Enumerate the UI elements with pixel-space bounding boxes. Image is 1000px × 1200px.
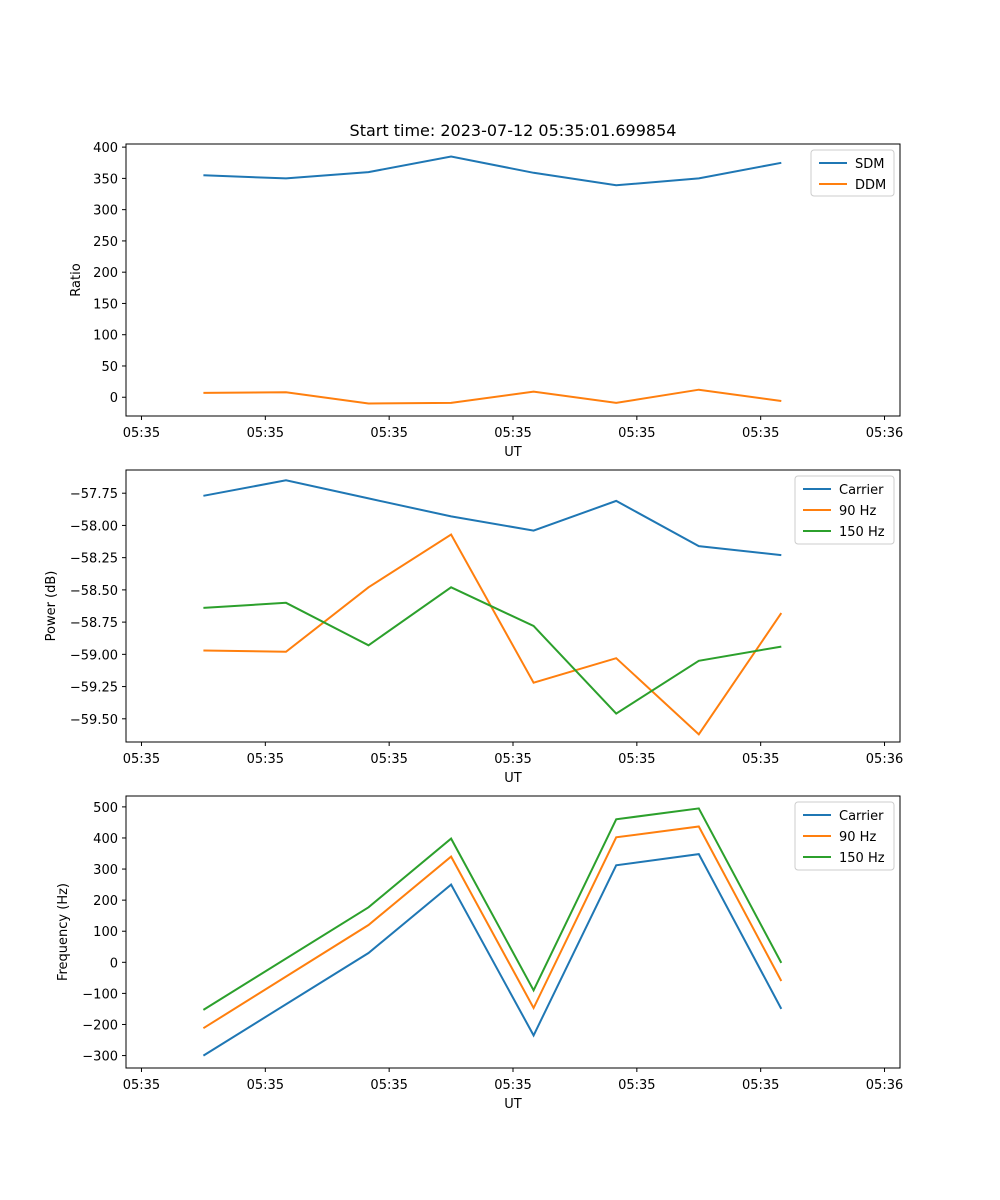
axes-frame: [125, 795, 901, 1069]
y-axis-label: Ratio: [69, 263, 84, 296]
x-tick-label: 05:35: [494, 752, 531, 767]
x-axis-label: UT: [504, 445, 522, 460]
x-tick-label: 05:35: [247, 752, 284, 767]
x-tick-label: 05:35: [370, 752, 407, 767]
frequency-subplot: 05:35 05:35 05:35 05:35 05:35 05:35 05:36 −300 −…: [56, 795, 903, 1112]
x-tick-label: 05:35: [742, 1078, 779, 1093]
y-tick-label: 300: [93, 863, 118, 878]
y-tick-label: 100: [93, 329, 118, 344]
y-tick-label: 50: [101, 360, 118, 375]
x-tick-label: 05:35: [618, 1078, 655, 1093]
y-tick-label: 350: [93, 172, 118, 187]
x-tick-label: 05:36: [866, 752, 903, 767]
y-tick-label: −200: [82, 1018, 118, 1033]
y-tick-label: 200: [93, 266, 118, 281]
legend-label: SDM: [855, 157, 884, 172]
legend: SDM DDM: [810, 149, 895, 197]
series-line-sdm: [203, 155, 782, 187]
series-line-carrier: [202, 853, 783, 1057]
y-tick-label: 500: [93, 801, 118, 816]
x-tick-label: 05:35: [494, 426, 531, 441]
legend-label: 150 Hz: [839, 525, 885, 540]
legend-label: Carrier: [839, 483, 884, 498]
y-tick-label: −59.25: [70, 681, 118, 696]
series-line-ddm: [203, 388, 782, 405]
series-line-150-hz: [203, 586, 782, 715]
legend-label: 150 Hz: [839, 851, 885, 866]
ratio-subplot: Start time: 2023-07-12 05:35:01.69985405…: [69, 121, 903, 460]
legend-box: [794, 801, 895, 871]
legend-box: [794, 475, 895, 545]
y-axis-label: Power (dB): [44, 571, 59, 642]
series-line-150-hz: [202, 807, 783, 1011]
y-tick-label: −59.50: [70, 713, 118, 728]
y-tick-label: −300: [82, 1050, 118, 1065]
x-tick-label: 05:35: [247, 1078, 284, 1093]
y-tick-label: 0: [110, 391, 118, 406]
y-tick-label: 400: [93, 141, 118, 156]
x-tick-label: 05:35: [618, 426, 655, 441]
chart-title: Start time: 2023-07-12 05:35:01.699854: [350, 121, 677, 140]
legend: Carrier 90 Hz 150 Hz: [794, 475, 895, 545]
y-tick-label: −58.00: [70, 519, 118, 534]
y-tick-label: 300: [93, 204, 118, 219]
x-tick-label: 05:35: [742, 426, 779, 441]
x-tick-label: 05:35: [123, 752, 160, 767]
x-tick-label: 05:35: [618, 752, 655, 767]
power-subplot: 05:35 05:35 05:35 05:35 05:35 05:35 05:36 −59.5…: [44, 469, 903, 786]
y-tick-label: 150: [93, 297, 118, 312]
x-tick-label: 05:36: [866, 426, 903, 441]
y-tick-label: 200: [93, 894, 118, 909]
y-tick-label: 250: [93, 235, 118, 250]
x-axis-label: UT: [504, 1097, 522, 1112]
axes-frame: [125, 143, 901, 417]
y-tick-label: −58.50: [70, 584, 118, 599]
x-tick-label: 05:35: [742, 752, 779, 767]
legend-label: DDM: [855, 178, 886, 193]
y-tick-label: −57.75: [70, 487, 118, 502]
x-tick-label: 05:35: [123, 426, 160, 441]
y-tick-label: −58.25: [70, 552, 118, 567]
legend-label: Carrier: [839, 809, 884, 824]
y-tick-label: 100: [93, 925, 118, 940]
y-tick-label: −100: [82, 987, 118, 1002]
y-axis-label: Frequency (Hz): [56, 883, 71, 981]
x-axis-label: UT: [504, 771, 522, 786]
x-tick-label: 05:35: [370, 426, 407, 441]
legend: Carrier 90 Hz 150 Hz: [794, 801, 895, 871]
y-tick-label: −59.00: [70, 648, 118, 663]
series-line-90-hz: [202, 825, 783, 1030]
series-line-carrier: [203, 479, 782, 557]
y-tick-label: 0: [110, 956, 118, 971]
legend-label: 90 Hz: [839, 830, 876, 845]
x-tick-label: 05:35: [370, 1078, 407, 1093]
y-tick-label: 400: [93, 832, 118, 847]
x-tick-label: 05:36: [866, 1078, 903, 1093]
x-tick-label: 05:35: [247, 426, 284, 441]
y-tick-label: −58.75: [70, 616, 118, 631]
legend-label: 90 Hz: [839, 504, 876, 519]
series-line-90-hz: [203, 533, 783, 736]
x-tick-label: 05:35: [123, 1078, 160, 1093]
x-tick-label: 05:35: [494, 1078, 531, 1093]
